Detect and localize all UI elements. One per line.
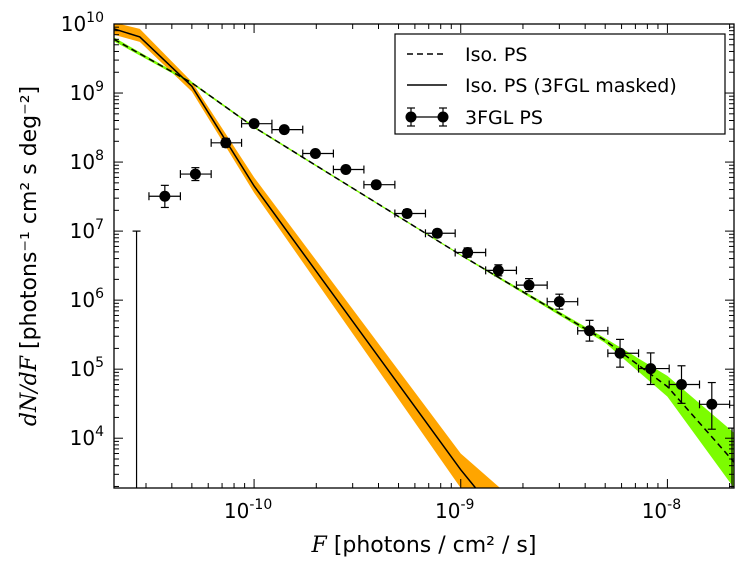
- data-point: [515, 278, 548, 293]
- marker: [431, 227, 443, 239]
- data-point: [698, 381, 731, 430]
- data-point: [210, 137, 243, 149]
- marker: [278, 124, 290, 136]
- y-tick-label: 109: [70, 79, 104, 105]
- series-lines: [114, 28, 734, 488]
- marker: [248, 118, 260, 130]
- marker: [584, 325, 596, 337]
- y-tick-label: 106: [70, 286, 104, 312]
- legend-label: 3FGL PS: [465, 107, 543, 129]
- marker: [675, 378, 687, 390]
- y-tick-label: 108: [70, 148, 104, 174]
- x-tick-label: 10-9: [435, 497, 474, 523]
- data-point: [485, 264, 518, 277]
- masked-band: [114, 24, 501, 488]
- marker: [645, 363, 657, 375]
- marker: [492, 264, 504, 276]
- x-tick-label: 10-10: [224, 497, 272, 523]
- x-axis-label: F [photons / cm² / s]: [311, 533, 537, 558]
- data-point: [179, 167, 212, 182]
- data-point: [454, 246, 487, 258]
- y-tick-label: 104: [70, 424, 104, 450]
- y-axis-label: dN/dF [photons⁻¹ cm² s deg⁻²]: [17, 86, 42, 426]
- legend-box: [394, 33, 726, 135]
- data-point: [132, 230, 141, 488]
- data-point: [271, 124, 304, 136]
- y-tick-label: 105: [70, 355, 104, 381]
- iso-line: [114, 38, 734, 463]
- data-point: [148, 184, 181, 209]
- legend-item: Iso. PS (3FGL masked): [407, 75, 677, 97]
- data-point: [577, 319, 609, 342]
- data-point: [240, 118, 273, 130]
- marker: [553, 296, 565, 308]
- marker: [523, 279, 535, 291]
- x-tick-label: 10-8: [642, 497, 681, 523]
- y-tick-label: 1010: [61, 10, 104, 36]
- marker: [614, 347, 626, 359]
- legend-item: 3FGL PS: [405, 107, 543, 129]
- data-point: [302, 148, 334, 160]
- data-point: [424, 227, 456, 239]
- uncertainty-bands: [114, 24, 734, 488]
- marker: [370, 179, 382, 191]
- data-point: [607, 338, 640, 368]
- data-point: [363, 179, 396, 191]
- marker: [706, 398, 718, 410]
- legend: Iso. PS Iso. PS (3FGL masked) 3FGL PS: [394, 33, 726, 135]
- legend-marker: [437, 111, 449, 123]
- data-point: [637, 352, 670, 386]
- marker: [159, 190, 171, 202]
- marker: [309, 148, 321, 160]
- data-point: [668, 365, 701, 404]
- masked-line: [114, 28, 477, 488]
- legend-label: Iso. PS: [465, 44, 527, 66]
- legend-label: Iso. PS (3FGL masked): [465, 75, 677, 97]
- plot-frame: [113, 23, 735, 489]
- data-point: [332, 164, 365, 176]
- data-point: [546, 293, 579, 310]
- legend-marker: [405, 111, 417, 123]
- marker: [462, 246, 474, 258]
- legend-item: Iso. PS: [407, 44, 527, 66]
- axes: 10-10 10-9 10-8 104 105 106 107 108 109 1010: [61, 10, 735, 523]
- marker: [401, 207, 413, 219]
- y-tick-label: 107: [70, 217, 104, 243]
- marker: [340, 164, 352, 176]
- marker: [220, 137, 232, 149]
- marker: [189, 168, 201, 180]
- axis-labels: F [photons / cm² / s] dN/dF [photons⁻¹ cm…: [17, 86, 536, 558]
- data-points: [132, 118, 734, 488]
- data-point: [394, 207, 427, 219]
